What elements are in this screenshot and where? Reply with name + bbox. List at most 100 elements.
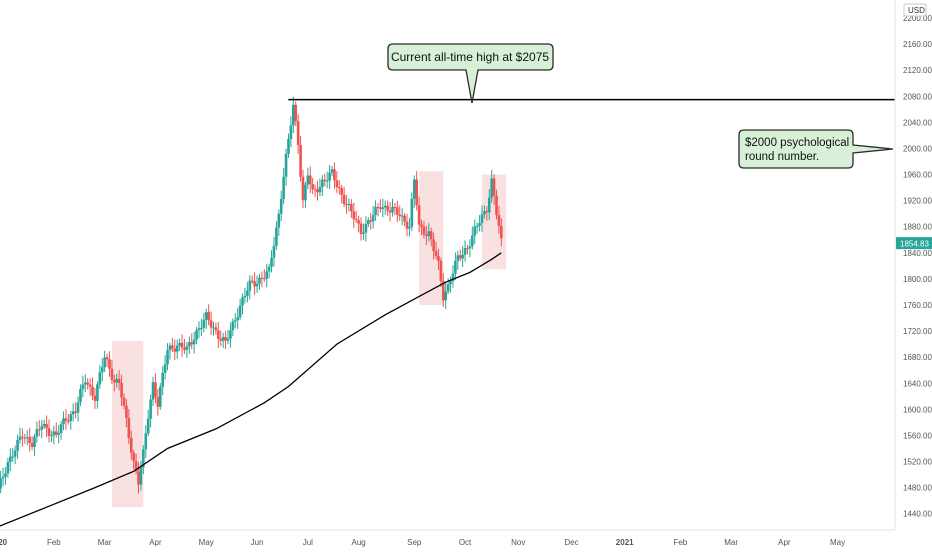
candle-body <box>287 139 290 154</box>
candle <box>76 396 80 422</box>
candle <box>33 433 36 456</box>
candle-body <box>195 330 198 340</box>
candle-body <box>439 260 443 282</box>
x-tick-label: Jul <box>303 538 313 547</box>
ath-callout-text: Current all-time high at $2075 <box>391 50 549 64</box>
candle-body <box>337 187 341 189</box>
candle-body <box>103 357 106 368</box>
candle <box>301 169 305 209</box>
candle <box>333 162 336 190</box>
candle <box>292 96 295 134</box>
candle <box>398 205 402 221</box>
candle-body <box>69 414 73 422</box>
candle-body <box>417 205 421 225</box>
candle-body <box>500 225 503 239</box>
candle <box>325 171 329 189</box>
candle <box>248 275 252 300</box>
candle <box>246 281 249 303</box>
candle-body <box>403 215 406 222</box>
candle <box>175 339 179 359</box>
candle-body <box>134 460 138 472</box>
candle <box>335 171 339 193</box>
candles <box>0 96 503 494</box>
candle-body <box>386 205 389 211</box>
candle-body <box>168 345 172 351</box>
candle <box>233 312 237 329</box>
candle-body <box>362 232 365 234</box>
candle <box>500 218 503 247</box>
candle <box>352 202 356 229</box>
candle-body <box>429 231 433 240</box>
y-tick-label: 1880.00 <box>903 223 932 232</box>
candle <box>4 467 7 485</box>
time-axis: 2020 Feb Mar Apr May Jun Jul Aug Sep Oct Nov Dec 202… <box>0 529 895 547</box>
candle-body <box>166 350 169 365</box>
candle <box>441 273 445 308</box>
candle-body <box>461 254 464 259</box>
candle <box>52 425 56 445</box>
x-tick-label: 2021 <box>616 538 634 547</box>
currency-badge-label: USD <box>908 6 925 15</box>
candle-body <box>478 223 481 226</box>
candle <box>243 287 247 304</box>
candle <box>50 430 53 443</box>
candle <box>88 378 92 396</box>
candle-body <box>76 402 80 413</box>
candle-body <box>231 321 235 331</box>
candle-body <box>446 284 450 292</box>
candle <box>38 420 41 437</box>
x-tick-label: Jun <box>251 538 264 547</box>
currency-badge-box <box>903 3 927 17</box>
candle-body <box>495 195 498 216</box>
candle-body <box>142 449 145 468</box>
y-tick-label: 1560.00 <box>903 431 932 440</box>
candle <box>154 373 157 404</box>
candle-body <box>132 452 135 461</box>
candle <box>260 271 264 288</box>
candle <box>323 173 327 187</box>
x-tick-label: Nov <box>511 538 525 547</box>
candle <box>127 409 131 444</box>
candle-body <box>379 207 382 209</box>
x-tick-label: May <box>199 538 214 547</box>
candle-body <box>156 397 160 407</box>
candle <box>83 374 87 393</box>
candle <box>120 374 123 406</box>
candle-body <box>490 178 493 198</box>
candle <box>369 212 373 230</box>
candle-body <box>340 188 343 195</box>
x-tick-label: 2020 <box>0 538 8 547</box>
candle <box>287 133 290 158</box>
candle <box>21 428 24 447</box>
candle <box>192 331 196 354</box>
candle <box>183 338 186 354</box>
candle <box>415 171 418 211</box>
candle <box>347 198 351 212</box>
candle <box>306 167 310 190</box>
candle <box>410 192 414 232</box>
y-tick-label: 1840.00 <box>903 249 932 258</box>
currency-badge[interactable]: USD <box>903 3 927 17</box>
candle <box>149 394 152 428</box>
candle <box>110 359 114 385</box>
candle-body <box>30 443 34 448</box>
candle-body <box>207 312 210 321</box>
candle <box>241 293 244 315</box>
candle <box>81 375 85 398</box>
candle <box>371 206 375 229</box>
candle-body <box>243 295 247 298</box>
candle <box>250 275 254 284</box>
candle-body <box>204 312 208 320</box>
candle-body <box>466 248 469 250</box>
candle-body <box>91 386 94 396</box>
candle-body <box>347 203 351 206</box>
candle <box>367 217 370 228</box>
candle-body <box>171 345 174 349</box>
candle <box>103 350 106 373</box>
candle-body <box>178 342 181 346</box>
candle <box>212 321 215 336</box>
candle <box>449 276 452 293</box>
candle <box>444 282 448 310</box>
